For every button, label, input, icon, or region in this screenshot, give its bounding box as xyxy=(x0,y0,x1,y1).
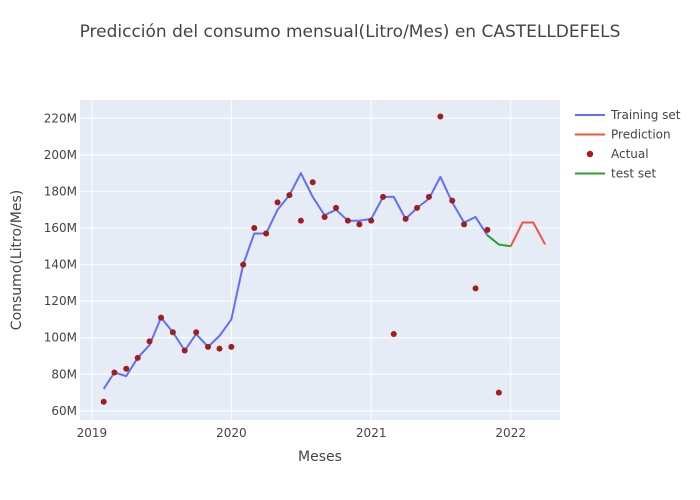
series-line-test-set xyxy=(486,234,511,248)
y-tick-label: 100M xyxy=(44,331,77,345)
chart-title: Predicción del consumo mensual(Litro/Mes… xyxy=(80,22,621,42)
x-tick-label: 2021 xyxy=(356,426,387,440)
data-point-actual[interactable] xyxy=(240,261,247,268)
legend-item-prediction[interactable]: Prediction xyxy=(575,128,671,142)
data-point-actual[interactable] xyxy=(390,331,397,338)
data-point-actual[interactable] xyxy=(449,197,456,204)
data-point-actual[interactable] xyxy=(134,354,141,361)
x-tick-label: 2019 xyxy=(77,426,108,440)
data-point-actual[interactable] xyxy=(425,193,432,200)
y-axis-ticks: 60M 80M 100M 120M 140M 160M 180M 200M 220M xyxy=(44,111,77,418)
series-line-prediction xyxy=(509,221,546,247)
legend: Training set Prediction Actual test set xyxy=(575,108,681,181)
data-point-actual[interactable] xyxy=(169,329,176,336)
data-point-actual[interactable] xyxy=(297,217,304,224)
data-point-actual[interactable] xyxy=(205,343,212,350)
data-point-actual[interactable] xyxy=(216,345,223,352)
data-point-actual[interactable] xyxy=(321,214,328,221)
data-point-actual[interactable] xyxy=(158,314,165,321)
grid xyxy=(80,100,560,420)
data-layer xyxy=(100,113,546,405)
y-tick-label: 80M xyxy=(51,367,77,381)
data-point-actual[interactable] xyxy=(344,217,351,224)
legend-label: Training set xyxy=(610,108,681,122)
legend-label: Prediction xyxy=(611,128,671,142)
data-point-actual[interactable] xyxy=(484,226,491,233)
x-tick-label: 2022 xyxy=(495,426,526,440)
series-line-training-set xyxy=(102,172,489,390)
legend-label: Actual xyxy=(611,147,649,161)
plot-area xyxy=(80,100,560,420)
legend-item-test-set[interactable]: test set xyxy=(575,167,656,181)
data-point-actual[interactable] xyxy=(100,398,107,405)
data-point-actual[interactable] xyxy=(228,343,235,350)
y-tick-label: 220M xyxy=(44,111,77,125)
data-point-actual[interactable] xyxy=(368,217,375,224)
data-point-actual[interactable] xyxy=(146,338,153,345)
y-tick-label: 180M xyxy=(44,184,77,198)
data-point-actual[interactable] xyxy=(472,285,479,292)
legend-item-training-set[interactable]: Training set xyxy=(575,108,681,122)
data-point-actual[interactable] xyxy=(123,365,130,372)
data-point-actual[interactable] xyxy=(286,192,293,199)
data-point-actual[interactable] xyxy=(111,369,118,376)
data-point-actual[interactable] xyxy=(414,204,421,211)
y-tick-label: 140M xyxy=(44,258,77,272)
data-point-actual[interactable] xyxy=(309,179,316,186)
x-axis-ticks: 2019 2020 2021 2022 xyxy=(77,426,526,440)
data-point-actual[interactable] xyxy=(181,347,188,354)
x-tick-label: 2020 xyxy=(216,426,247,440)
y-axis-title: Consumo(Litro/Mes) xyxy=(9,190,25,330)
y-tick-label: 160M xyxy=(44,221,77,235)
x-axis-title: Meses xyxy=(298,449,342,465)
data-point-actual[interactable] xyxy=(274,199,281,206)
y-tick-label: 60M xyxy=(51,404,77,418)
data-point-actual[interactable] xyxy=(193,329,200,336)
data-point-actual[interactable] xyxy=(437,113,444,120)
data-point-actual[interactable] xyxy=(356,221,363,228)
y-tick-label: 120M xyxy=(44,294,77,308)
data-point-actual[interactable] xyxy=(495,389,502,396)
data-point-actual[interactable] xyxy=(461,221,468,228)
legend-item-actual[interactable]: Actual xyxy=(586,147,649,161)
data-point-actual[interactable] xyxy=(333,204,340,211)
data-point-actual[interactable] xyxy=(251,225,258,231)
legend-swatch xyxy=(586,150,594,158)
data-point-actual[interactable] xyxy=(263,230,270,237)
data-point-actual[interactable] xyxy=(380,193,387,200)
y-tick-label: 200M xyxy=(44,148,77,162)
data-point-actual[interactable] xyxy=(402,215,409,222)
legend-label: test set xyxy=(611,167,656,181)
